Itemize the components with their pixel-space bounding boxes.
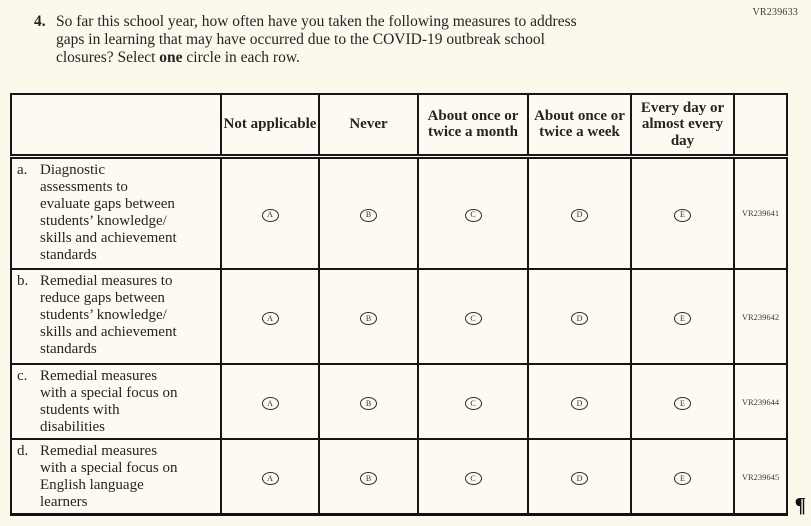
question-line-2: gaps in learning that may have occurred … <box>56 31 545 48</box>
row-d-cell-month: C <box>417 438 529 516</box>
row-c-cell-week: D <box>527 363 632 440</box>
question-line-3-pre: closures? Select <box>56 49 160 66</box>
row-d-cell-every-day: E <box>630 438 735 516</box>
answer-bubble-c-B[interactable]: B <box>360 397 377 410</box>
row-d-cell-never: B <box>318 438 419 516</box>
table-row-d: d. Remedial measures with a special focu… <box>10 438 788 516</box>
question-line-3: closures? Select one circle in each row. <box>56 49 577 67</box>
row-b-cell-not-applicable: A <box>220 268 320 365</box>
answer-bubble-b-E[interactable]: E <box>674 312 691 325</box>
header-not-applicable: Not applicable <box>220 93 320 159</box>
question-text: So far this school year, how often have … <box>56 13 577 67</box>
answer-bubble-c-D[interactable]: D <box>571 397 588 410</box>
row-c-cell-not-applicable: A <box>220 363 320 440</box>
answer-bubble-d-C[interactable]: C <box>464 472 482 485</box>
header-blank <box>10 93 222 159</box>
answer-bubble-d-E[interactable]: E <box>674 472 691 485</box>
row-c-cell-never: B <box>318 363 419 440</box>
response-matrix-table: Not applicable Never About once or twice… <box>10 93 788 516</box>
header-once-twice-month: About once or twice a month <box>417 93 529 159</box>
row-b-vr-code: VR239642 <box>733 268 788 365</box>
row-a-cell-week: D <box>527 155 632 270</box>
row-c-vr-code: VR239644 <box>733 363 788 440</box>
answer-bubble-d-D[interactable]: D <box>571 472 588 485</box>
row-b-label-cell: b. Remedial measures to reduce gaps betw… <box>10 268 222 365</box>
row-a-vr-code: VR239641 <box>733 155 788 270</box>
row-a-cell-not-applicable: A <box>220 155 320 270</box>
answer-bubble-c-C[interactable]: C <box>464 397 482 410</box>
row-c-label-cell: c. Remedial measures with a special focu… <box>10 363 222 440</box>
answer-bubble-b-B[interactable]: B <box>360 312 377 325</box>
header-never: Never <box>318 93 419 159</box>
row-a-cell-never: B <box>318 155 419 270</box>
row-a-label: Diagnostic assessments to evaluate gaps … <box>40 161 177 263</box>
row-d-vr-code: VR239645 <box>733 438 788 516</box>
row-c-cell-month: C <box>417 363 529 440</box>
answer-bubble-b-A[interactable]: A <box>261 312 279 325</box>
row-b-cell-never: B <box>318 268 419 365</box>
row-b-cell-month: C <box>417 268 529 365</box>
row-d-letter: d. <box>17 443 29 459</box>
question-line-1: So far this school year, how often have … <box>56 13 577 30</box>
row-b-letter: b. <box>17 273 29 289</box>
question-line-3-post: circle in each row. <box>182 49 300 66</box>
pilcrow-mark: ¶ <box>794 493 806 517</box>
table-row-b: b. Remedial measures to reduce gaps betw… <box>10 268 788 365</box>
question-bold-word: one <box>159 49 183 66</box>
row-a-cell-every-day: E <box>630 155 735 270</box>
answer-bubble-b-C[interactable]: C <box>464 312 482 325</box>
answer-bubble-c-A[interactable]: A <box>261 397 279 410</box>
row-d-label: Remedial measures with a special focus o… <box>40 443 178 510</box>
row-d-cell-not-applicable: A <box>220 438 320 516</box>
table-header-row: Not applicable Never About once or twice… <box>10 93 788 159</box>
row-d-cell-week: D <box>527 438 632 516</box>
row-c-cell-every-day: E <box>630 363 735 440</box>
header-code-blank <box>733 93 788 159</box>
row-b-cell-week: D <box>527 268 632 365</box>
row-d-label-cell: d. Remedial measures with a special focu… <box>10 438 222 516</box>
row-c-label: Remedial measures with a special focus o… <box>40 368 178 435</box>
row-a-cell-month: C <box>417 155 529 270</box>
row-a-letter: a. <box>17 161 28 178</box>
header-every-day: Every day or almost every day <box>630 93 735 159</box>
answer-bubble-a-A[interactable]: A <box>261 208 279 222</box>
answer-bubble-b-D[interactable]: D <box>571 312 588 325</box>
question-block: 4. So far this school year, how often ha… <box>34 13 724 67</box>
form-code-top: VR239633 <box>752 7 798 18</box>
table-row-a: a. Diagnostic assessments to evaluate ga… <box>10 155 788 270</box>
answer-bubble-a-B[interactable]: B <box>360 208 377 222</box>
answer-bubble-d-A[interactable]: A <box>261 472 279 485</box>
answer-bubble-a-D[interactable]: D <box>571 208 588 222</box>
answer-bubble-d-B[interactable]: B <box>360 472 377 485</box>
answer-bubble-a-C[interactable]: C <box>464 208 482 222</box>
row-a-label-cell: a. Diagnostic assessments to evaluate ga… <box>10 155 222 270</box>
row-b-label: Remedial measures to reduce gaps between… <box>40 273 177 357</box>
row-b-cell-every-day: E <box>630 268 735 365</box>
question-number: 4. <box>34 13 46 30</box>
row-c-letter: c. <box>17 368 28 384</box>
header-once-twice-week: About once or twice a week <box>527 93 632 159</box>
table-row-c: c. Remedial measures with a special focu… <box>10 363 788 440</box>
answer-bubble-c-E[interactable]: E <box>674 397 691 410</box>
answer-bubble-a-E[interactable]: E <box>674 208 691 222</box>
